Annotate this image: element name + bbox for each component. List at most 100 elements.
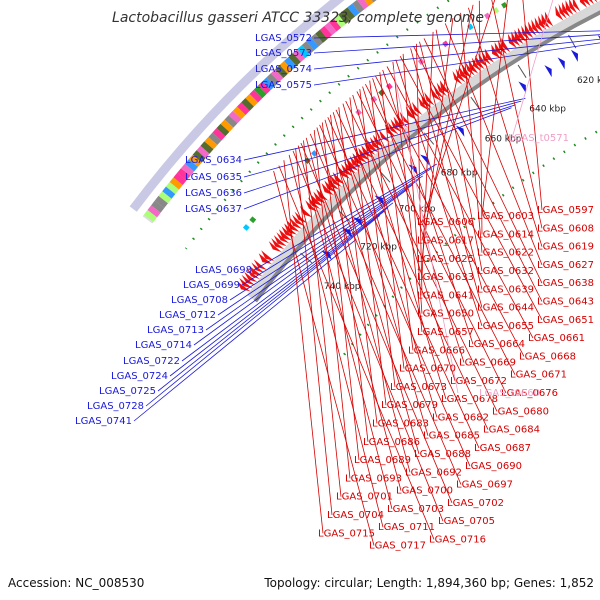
left-leader (243, 98, 526, 161)
right-leader (278, 165, 435, 540)
gene-arrow (273, 235, 287, 247)
right-leader (460, 12, 483, 253)
right-gene-label: LGAS_0643 (537, 297, 594, 308)
right-gene-label: LGAS_0683 (372, 419, 429, 430)
right-leader (365, 84, 516, 375)
right-leader (410, 48, 483, 308)
left-gene-label: LGAS_0575 (255, 80, 312, 91)
right-gene-label: LGAS_0688 (414, 449, 471, 460)
gene-arrow (390, 119, 402, 133)
left-gene-label: LGAS_0572 (255, 33, 312, 44)
accession-text: Accession: NC_008530 (8, 576, 144, 590)
cog-block (232, 106, 246, 120)
gene-arrow (329, 174, 342, 187)
right-gene-label: LGAS_0678 (441, 394, 498, 405)
cog-block (200, 141, 214, 154)
left-leader (181, 202, 394, 362)
cog-block (158, 191, 172, 204)
feature-block (355, 108, 363, 116)
gene-arrow (236, 280, 251, 292)
gene-arrow (491, 44, 501, 59)
gene-arrow (579, 0, 588, 8)
right-gene-label: LGAS_0661 (528, 333, 585, 344)
cog-block (177, 168, 191, 181)
trna-leader (511, 0, 554, 139)
cog-block (338, 10, 351, 25)
right-gene-label: LGAS_0627 (537, 260, 594, 271)
right-leader (335, 109, 489, 430)
gene-arrow (544, 11, 554, 27)
right-leader (444, 23, 543, 266)
gene-arrow (517, 27, 527, 42)
cog-block (297, 45, 310, 59)
cog-block (143, 210, 158, 223)
gc-ring (129, 0, 345, 212)
left-leader (253, 163, 438, 271)
right-gene-label: LGAS_0671 (510, 370, 567, 381)
cog-block (228, 110, 242, 124)
cog-block (262, 77, 275, 91)
gene-arrow (321, 183, 334, 196)
cog-block (319, 26, 333, 39)
cog-block (253, 85, 267, 99)
gene-arrow (417, 96, 429, 111)
right-leader (332, 112, 429, 436)
left-gene-label: LGAS_0725 (99, 386, 156, 397)
right-gene-label: LGAS_0711 (378, 522, 435, 533)
kbp-tick (517, 64, 527, 78)
left-leader (133, 238, 357, 422)
right-gene-label: LGAS_0716 (429, 534, 486, 545)
right-gene-label: LGAS_0686 (363, 437, 420, 448)
cog-block (236, 102, 250, 115)
right-leader (288, 154, 384, 528)
left-leader (145, 215, 380, 407)
cog-block (266, 73, 280, 87)
gene-arrow (524, 23, 534, 39)
left-gene-label: LGAS_0713 (147, 325, 204, 336)
gene-arrow (313, 191, 326, 204)
left-gene-label: LGAS_0636 (185, 188, 242, 199)
right-gene-label: LGAS_0689 (354, 455, 411, 466)
left-leader (243, 100, 522, 178)
left-gene-label: LGAS_0574 (255, 64, 312, 75)
right-gene-label: LGAS_0684 (483, 425, 540, 436)
gene-arrow (343, 161, 356, 174)
gene-arrow (271, 238, 285, 250)
feature-block (467, 23, 474, 31)
gene-arrow (511, 31, 521, 47)
cog-block (324, 22, 337, 36)
right-leader (309, 133, 462, 485)
cog-block (284, 57, 297, 70)
right-gene-label: LGAS_0670 (399, 364, 456, 375)
right-gene-label: LGAS_0666 (408, 345, 465, 356)
gene-arrow (538, 15, 547, 31)
cog-block (279, 61, 293, 74)
cog-block (288, 53, 301, 67)
right-gene-label: LGAS_0606 (417, 217, 474, 228)
gene-arrow (468, 59, 479, 74)
cog-block (204, 136, 218, 150)
topology-text: Topology: circular; Length: 1,894,360 bp… (263, 576, 594, 590)
left-leader (243, 107, 512, 210)
right-leader (372, 78, 465, 363)
gene-arrow (527, 21, 537, 37)
right-leader (349, 97, 387, 406)
right-leader (423, 38, 543, 284)
cog-block (292, 49, 306, 63)
gene-arrow (408, 104, 420, 118)
trna-gene-label: LGAS_t0571 (508, 133, 569, 144)
right-leader (297, 145, 393, 509)
left-gene-label: LGAS_0698 (195, 265, 252, 276)
gene-arrow (471, 57, 482, 72)
left-gene-label: LGAS_0573 (255, 48, 312, 59)
right-gene-label: LGAS_0673 (390, 382, 447, 393)
feature-block (501, 1, 508, 9)
right-leader (342, 103, 438, 418)
left-leader (313, 42, 600, 86)
right-leader (392, 61, 423, 333)
cog-block (192, 150, 206, 163)
right-gene-label: LGAS_0669 (459, 358, 516, 369)
kbp-tick (568, 34, 577, 49)
right-gene-label: LGAS_0639 (477, 284, 534, 295)
gene-arrow (346, 158, 359, 171)
